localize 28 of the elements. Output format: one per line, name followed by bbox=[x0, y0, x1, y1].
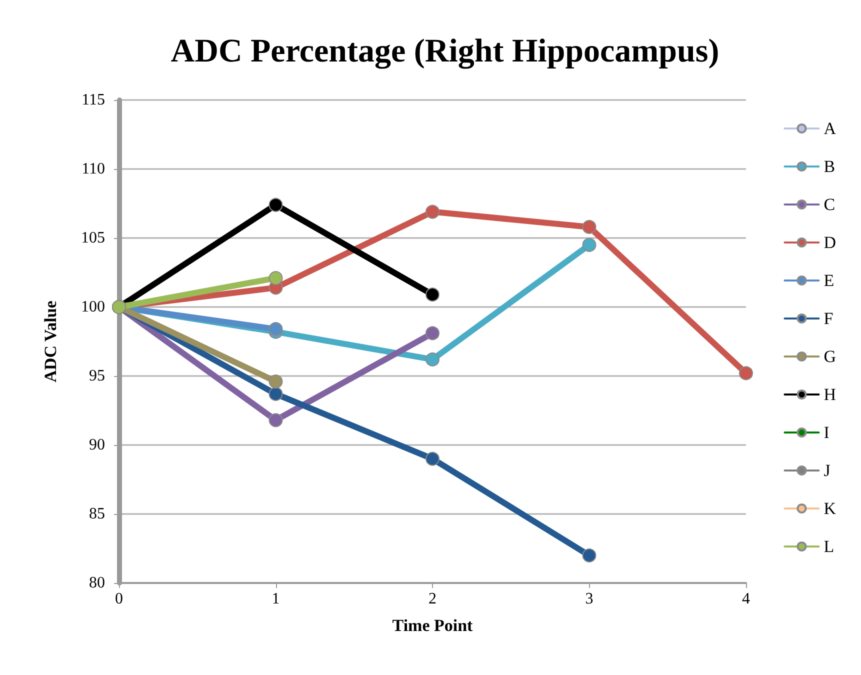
legend-label: B bbox=[824, 157, 836, 176]
legend-label: C bbox=[824, 195, 836, 214]
legend-label: E bbox=[824, 271, 834, 290]
y-axis-title: ADC Value bbox=[41, 300, 60, 382]
x-tick-label: 0 bbox=[115, 590, 123, 608]
legend-label: L bbox=[824, 537, 834, 556]
y-tick-label: 95 bbox=[89, 368, 105, 384]
x-tick-label: 4 bbox=[742, 590, 750, 608]
legend-label: I bbox=[824, 423, 830, 442]
chart-title: ADC Percentage (Right Hippocampus) bbox=[170, 34, 720, 70]
x-tick-label: 2 bbox=[428, 590, 436, 608]
legend-label: F bbox=[824, 309, 834, 328]
y-tick-label: 90 bbox=[89, 436, 105, 454]
y-tick-label: 80 bbox=[89, 574, 105, 592]
y-tick-label: 100 bbox=[81, 298, 105, 316]
legend-label: G bbox=[824, 347, 836, 366]
x-tick-label: 3 bbox=[585, 590, 594, 608]
y-tick-label: 105 bbox=[81, 230, 105, 246]
x-tick-label: 1 bbox=[272, 590, 280, 608]
y-tick-label: 110 bbox=[82, 160, 105, 178]
x-axis-title: Time Point bbox=[392, 616, 474, 635]
y-tick-label: 85 bbox=[89, 506, 105, 522]
legend-label: J bbox=[824, 461, 831, 480]
legend-label: A bbox=[824, 119, 837, 138]
legend-label: D bbox=[824, 233, 836, 252]
legend-label: H bbox=[824, 385, 836, 404]
legend-label: K bbox=[824, 499, 837, 518]
y-tick-label: 115 bbox=[82, 92, 105, 108]
